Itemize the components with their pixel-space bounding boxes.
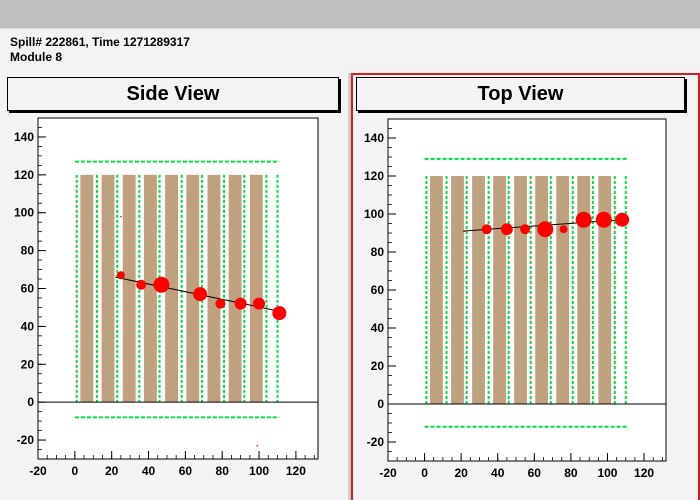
y-tick-label: 40 bbox=[371, 321, 385, 335]
absorber-bar bbox=[451, 176, 464, 404]
y-tick-label: -20 bbox=[367, 435, 385, 449]
hit-marker bbox=[520, 224, 531, 235]
top-view-plot[interactable]: -20 0 20 40 60 80 100 120 140 -20 0 20 40 60 80 100 120 bbox=[353, 75, 698, 500]
hit-marker bbox=[463, 230, 466, 233]
x-tick-label: 40 bbox=[491, 466, 505, 480]
x-tick-label: 20 bbox=[105, 464, 119, 478]
absorber-bar bbox=[207, 174, 221, 403]
y-tick-label: 0 bbox=[377, 397, 384, 411]
x-tick-label: 100 bbox=[249, 464, 269, 478]
x-tick-label: 60 bbox=[179, 464, 193, 478]
absorber-bar bbox=[556, 176, 570, 404]
absorber-bar bbox=[577, 176, 591, 404]
hit-marker bbox=[559, 225, 568, 234]
y-tick-label: 120 bbox=[14, 168, 34, 182]
x-tick-label: 60 bbox=[528, 466, 542, 480]
y-tick-label: -20 bbox=[17, 433, 35, 447]
y-tick-label: 40 bbox=[21, 319, 35, 333]
hit-marker bbox=[215, 298, 226, 309]
absorber-bar bbox=[101, 174, 115, 403]
hit-marker bbox=[116, 271, 125, 280]
x-tick-label: 0 bbox=[421, 466, 428, 480]
noise-hit bbox=[256, 444, 259, 447]
hit-marker bbox=[537, 221, 554, 238]
y-tick-label: 120 bbox=[364, 169, 384, 183]
absorber-bar bbox=[430, 176, 443, 404]
x-tick-label: -20 bbox=[29, 464, 47, 478]
x-tick-label: 100 bbox=[597, 466, 617, 480]
y-tick-label: 20 bbox=[371, 359, 385, 373]
window-toolbar bbox=[0, 0, 700, 28]
hit-marker bbox=[481, 224, 492, 235]
hit-marker bbox=[575, 211, 592, 228]
absorber-bar bbox=[598, 176, 612, 404]
x-tick-label: 20 bbox=[454, 466, 468, 480]
hit-marker bbox=[500, 223, 513, 236]
x-tick-label: 80 bbox=[564, 466, 578, 480]
absorber-bar bbox=[472, 176, 485, 404]
hit-marker bbox=[136, 279, 147, 290]
top-view-pad[interactable]: Top View -20 0 20 40 60 80 100 120 140 -20 0 20 40 60… bbox=[351, 73, 700, 500]
x-tick-label: 120 bbox=[286, 464, 306, 478]
x-tick-label: 40 bbox=[142, 464, 156, 478]
y-tick-label: 140 bbox=[364, 131, 384, 145]
y-tick-label: 80 bbox=[21, 244, 35, 258]
absorber-bar bbox=[535, 176, 549, 404]
y-tick-label: 80 bbox=[371, 245, 385, 259]
side-view-pad[interactable]: Side View -20 0 20 40 60 80 100 120 140 -20 0 20 40 6… bbox=[0, 73, 350, 500]
x-tick-label: -20 bbox=[379, 466, 397, 480]
noise-hit bbox=[120, 215, 122, 218]
x-tick-label: 80 bbox=[216, 464, 230, 478]
y-tick-label: 60 bbox=[21, 282, 35, 296]
hit-marker bbox=[615, 212, 630, 227]
y-tick-label: 0 bbox=[27, 395, 34, 409]
y-tick-label: 100 bbox=[14, 206, 34, 220]
module-label: Module 8 bbox=[10, 50, 63, 64]
absorber-bar bbox=[143, 174, 157, 403]
absorber-bar bbox=[493, 176, 506, 404]
absorber-bar bbox=[122, 174, 136, 403]
hit-marker bbox=[153, 276, 170, 293]
x-tick-label: 120 bbox=[634, 466, 654, 480]
y-tick-label: 100 bbox=[364, 207, 384, 221]
absorber-bar bbox=[186, 174, 200, 403]
hit-marker bbox=[272, 306, 287, 321]
y-tick-label: 20 bbox=[21, 357, 35, 371]
absorber-bar bbox=[228, 174, 242, 403]
y-tick-label: 60 bbox=[371, 283, 385, 297]
absorber-bar bbox=[80, 174, 94, 403]
event-info-header: Spill# 222861, Time 1271289317 Module 8 bbox=[0, 28, 700, 73]
hit-marker bbox=[253, 297, 266, 310]
hit-marker bbox=[595, 211, 612, 228]
side-view-plot[interactable]: -20 0 20 40 60 80 100 120 140 -20 0 20 40 60 80 100 120 bbox=[0, 73, 348, 500]
y-tick-label: 140 bbox=[14, 130, 34, 144]
absorber-bar bbox=[514, 176, 527, 404]
x-tick-label: 0 bbox=[71, 464, 78, 478]
top-view-title[interactable]: Top View bbox=[356, 77, 685, 111]
spill-time-label: Spill# 222861, Time 1271289317 bbox=[10, 35, 190, 49]
hit-marker bbox=[193, 287, 208, 302]
absorber-bar bbox=[249, 174, 263, 403]
hit-marker bbox=[234, 297, 247, 310]
side-view-title[interactable]: Side View bbox=[7, 77, 339, 111]
